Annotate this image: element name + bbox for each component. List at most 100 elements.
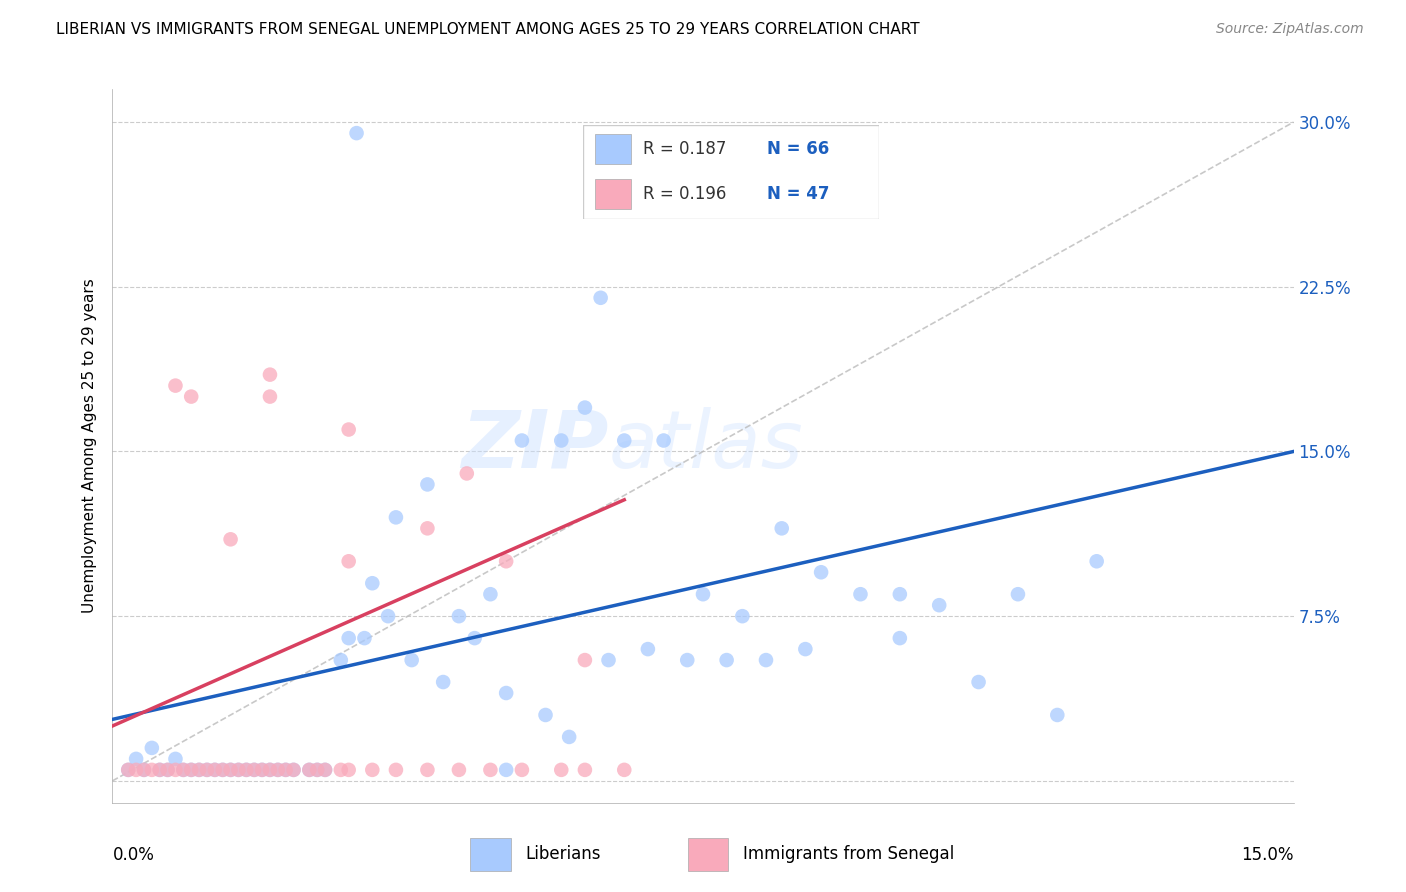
Point <box>495 686 517 700</box>
Point <box>228 763 250 777</box>
Text: N = 47: N = 47 <box>766 186 830 203</box>
Point <box>889 587 911 601</box>
Point <box>314 763 336 777</box>
Point <box>337 631 360 645</box>
Point <box>165 752 187 766</box>
Point <box>165 378 187 392</box>
Point <box>259 763 281 777</box>
Point <box>259 368 281 382</box>
Point <box>156 763 179 777</box>
Point <box>195 763 218 777</box>
Point <box>1085 554 1108 568</box>
Point <box>637 642 659 657</box>
Point <box>731 609 754 624</box>
Text: R = 0.187: R = 0.187 <box>643 140 725 158</box>
Point <box>361 763 384 777</box>
Point <box>228 763 250 777</box>
Text: Liberians: Liberians <box>526 845 602 863</box>
Point <box>598 653 620 667</box>
Text: N = 66: N = 66 <box>766 140 828 158</box>
Point <box>259 390 281 404</box>
Point <box>235 763 257 777</box>
Point <box>849 587 872 601</box>
Point <box>550 763 572 777</box>
FancyBboxPatch shape <box>595 134 631 164</box>
Point <box>770 521 793 535</box>
Point <box>149 763 172 777</box>
Point <box>416 477 439 491</box>
Point <box>337 554 360 568</box>
Point <box>307 763 329 777</box>
Point <box>235 763 257 777</box>
Point <box>132 763 155 777</box>
Point <box>447 763 470 777</box>
Point <box>377 609 399 624</box>
Point <box>188 763 211 777</box>
Text: LIBERIAN VS IMMIGRANTS FROM SENEGAL UNEMPLOYMENT AMONG AGES 25 TO 29 YEARS CORRE: LIBERIAN VS IMMIGRANTS FROM SENEGAL UNEM… <box>56 22 920 37</box>
Point <box>928 598 950 612</box>
Point <box>558 730 581 744</box>
Text: ZIP: ZIP <box>461 407 609 485</box>
Point <box>132 763 155 777</box>
Point <box>385 763 408 777</box>
Point <box>495 763 517 777</box>
Point <box>464 631 486 645</box>
Point <box>267 763 290 777</box>
Point <box>307 763 329 777</box>
Point <box>117 763 139 777</box>
Point <box>250 763 273 777</box>
Text: 0.0%: 0.0% <box>112 846 155 863</box>
Point <box>156 763 179 777</box>
FancyBboxPatch shape <box>688 838 728 871</box>
Point <box>337 763 360 777</box>
Point <box>314 763 336 777</box>
Point <box>550 434 572 448</box>
Point <box>211 763 233 777</box>
Point <box>692 587 714 601</box>
Point <box>141 740 163 755</box>
Point <box>250 763 273 777</box>
Point <box>346 126 368 140</box>
Point <box>329 653 352 667</box>
Point <box>180 763 202 777</box>
Point <box>267 763 290 777</box>
Point <box>329 763 352 777</box>
Point <box>676 653 699 667</box>
Point <box>172 763 194 777</box>
Point <box>967 675 990 690</box>
Point <box>274 763 297 777</box>
Point <box>149 763 172 777</box>
Point <box>479 763 502 777</box>
Text: 15.0%: 15.0% <box>1241 846 1294 863</box>
Point <box>613 763 636 777</box>
Text: Immigrants from Senegal: Immigrants from Senegal <box>744 845 955 863</box>
Point <box>794 642 817 657</box>
Point <box>416 763 439 777</box>
Point <box>1007 587 1029 601</box>
Point <box>165 763 187 777</box>
Point <box>385 510 408 524</box>
Point <box>574 401 596 415</box>
Point <box>188 763 211 777</box>
FancyBboxPatch shape <box>595 179 631 210</box>
Point <box>243 763 266 777</box>
Point <box>283 763 305 777</box>
Point <box>510 763 533 777</box>
Point <box>479 587 502 601</box>
Point <box>589 291 612 305</box>
Point <box>456 467 478 481</box>
Text: R = 0.196: R = 0.196 <box>643 186 725 203</box>
Point <box>243 763 266 777</box>
Point <box>298 763 321 777</box>
Point <box>219 533 242 547</box>
Point <box>172 763 194 777</box>
Point <box>298 763 321 777</box>
Point <box>1046 708 1069 723</box>
Point <box>889 631 911 645</box>
Point <box>180 763 202 777</box>
Point <box>204 763 226 777</box>
Text: atlas: atlas <box>609 407 803 485</box>
Point <box>361 576 384 591</box>
Y-axis label: Unemployment Among Ages 25 to 29 years: Unemployment Among Ages 25 to 29 years <box>82 278 97 614</box>
Point <box>755 653 778 667</box>
